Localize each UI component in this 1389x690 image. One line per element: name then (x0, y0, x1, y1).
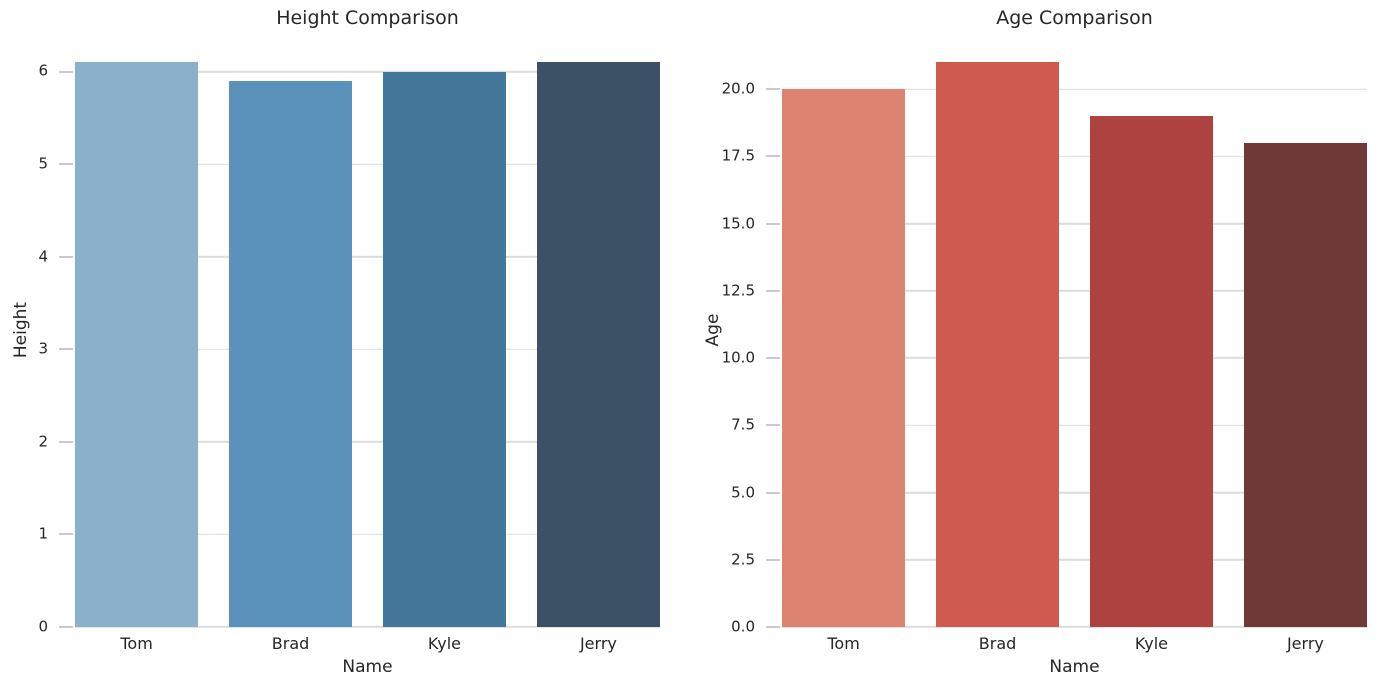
y-tick-mark (766, 222, 780, 225)
gridline (75, 70, 660, 73)
x-tick-label: Tom (827, 634, 860, 653)
y-tick-label: 0.0 (731, 617, 755, 636)
bar-kyle (1089, 116, 1214, 627)
bar-kyle (382, 71, 507, 627)
y-tick-label: 15.0 (721, 214, 755, 233)
y-tick-label: 5 (38, 154, 48, 173)
gridline (75, 255, 660, 258)
y-tick-mark (59, 440, 73, 443)
x-tick-label: Brad (978, 634, 1017, 653)
bar-tom (782, 89, 906, 627)
y-tick-mark (59, 626, 73, 628)
x-axis-label: Name (342, 657, 393, 677)
gridline (782, 357, 1367, 359)
y-tick-label: 17.5 (721, 146, 755, 165)
y-tick-label: 12.5 (721, 281, 755, 300)
y-tick-label: 10.0 (721, 348, 755, 367)
gridline (75, 441, 660, 443)
gridline (782, 222, 1367, 225)
y-tick-mark (766, 357, 780, 360)
x-tick-label: Kyle (1134, 634, 1169, 653)
gridline (782, 88, 1367, 90)
y-tick-mark (766, 424, 780, 427)
gridline (782, 290, 1367, 292)
gridline (75, 163, 660, 165)
y-tick-mark (766, 88, 780, 91)
y-tick-mark (766, 289, 780, 292)
plot-area: 0 1 2 3 4 5 6 Tom Brad Kyle Jerry (38, 34, 660, 652)
gridline (782, 491, 1367, 494)
y-tick-label: 5.0 (731, 483, 755, 502)
bar-tom (75, 62, 199, 627)
y-tick-mark (766, 558, 780, 561)
y-tick-mark (766, 155, 780, 158)
chart-title: Age Comparison (996, 7, 1153, 29)
bar-brad (935, 62, 1060, 627)
y-tick-label: 20.0 (721, 79, 755, 98)
y-tick-mark (59, 70, 73, 73)
gridline (75, 626, 660, 628)
bar-jerry (536, 62, 660, 627)
y-tick-mark (59, 348, 73, 351)
gridline (782, 558, 1367, 561)
y-tick-mark (59, 163, 73, 166)
x-tick-label: Jerry (579, 634, 617, 653)
x-tick-label: Brad (271, 634, 310, 653)
gridline (782, 155, 1367, 158)
y-tick-label: 0 (38, 617, 48, 636)
y-axis-label: Age (703, 313, 723, 347)
y-tick-label: 6 (38, 61, 48, 80)
y-tick-label: 2 (38, 432, 48, 451)
y-tick-label: 4 (38, 247, 48, 266)
y-tick-mark (766, 491, 780, 494)
gridline (75, 348, 660, 351)
y-tick-label: 3 (38, 339, 48, 358)
gridline (782, 626, 1367, 628)
chart-title: Height Comparison (276, 7, 459, 29)
y-tick-mark (59, 533, 73, 536)
gridline (782, 424, 1367, 427)
x-tick-label: Kyle (427, 634, 462, 653)
y-tick-label: 2.5 (731, 550, 755, 569)
x-tick-label: Tom (120, 634, 153, 653)
y-tick-label: 1 (38, 524, 48, 543)
x-tick-label: Jerry (1286, 634, 1324, 653)
y-tick-mark (59, 255, 73, 258)
x-axis-label: Name (1049, 657, 1100, 677)
bar-jerry (1243, 142, 1367, 627)
y-tick-label: 7.5 (731, 415, 755, 434)
y-tick-mark (766, 626, 780, 628)
gridline (75, 533, 660, 536)
plot-area: 0.0 2.5 5.0 7.5 10.0 12.5 15.0 17.5 20.0 Tom Brad K… (722, 34, 1367, 652)
bar-brad (228, 80, 353, 627)
